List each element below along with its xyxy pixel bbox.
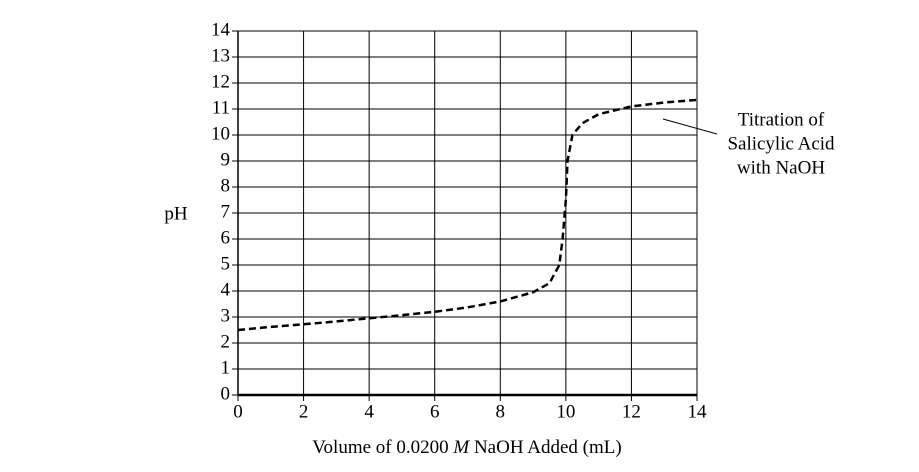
y-tick-label: 3 xyxy=(221,305,231,326)
y-tick-label: 2 xyxy=(221,331,231,352)
annotation-text: with NaOH xyxy=(737,157,825,178)
y-tick-label: 4 xyxy=(221,279,231,300)
y-tick-label: 13 xyxy=(211,45,230,66)
x-axis-label-part: M xyxy=(452,437,470,458)
y-tick-label: 8 xyxy=(221,175,231,196)
y-tick-label: 0 xyxy=(221,383,231,404)
annotation-text: Salicylic Acid xyxy=(727,133,835,154)
y-tick-label: 9 xyxy=(221,149,231,170)
y-tick-label: 10 xyxy=(211,123,230,144)
y-tick-label: 7 xyxy=(221,201,231,222)
x-axis-label-part: NaOH Added (mL) xyxy=(469,437,622,458)
x-tick-label: 14 xyxy=(688,401,708,422)
x-tick-label: 2 xyxy=(299,401,309,422)
y-tick-label: 6 xyxy=(221,227,231,248)
x-axis-label-part: Volume of 0.0200 xyxy=(312,437,453,458)
x-tick-label: 4 xyxy=(364,401,374,422)
x-axis-label: Volume of 0.0200 M NaOH Added (mL) xyxy=(312,437,621,458)
x-tick-label: 12 xyxy=(622,401,641,422)
annotation-text: Titration of xyxy=(738,109,825,130)
y-tick-label: 1 xyxy=(221,357,231,378)
x-tick-label: 8 xyxy=(496,401,506,422)
x-tick-label: 10 xyxy=(556,401,575,422)
y-tick-label: 5 xyxy=(221,253,231,274)
x-tick-label: 6 xyxy=(430,401,440,422)
data-line xyxy=(237,98,698,332)
y-tick-label: 11 xyxy=(212,97,230,118)
x-tick-label: 0 xyxy=(233,401,243,422)
y-tick-label: 12 xyxy=(211,71,230,92)
y-tick-label: 14 xyxy=(211,19,231,40)
y-axis-label: pH xyxy=(164,203,188,224)
annotation-leader xyxy=(662,118,718,135)
